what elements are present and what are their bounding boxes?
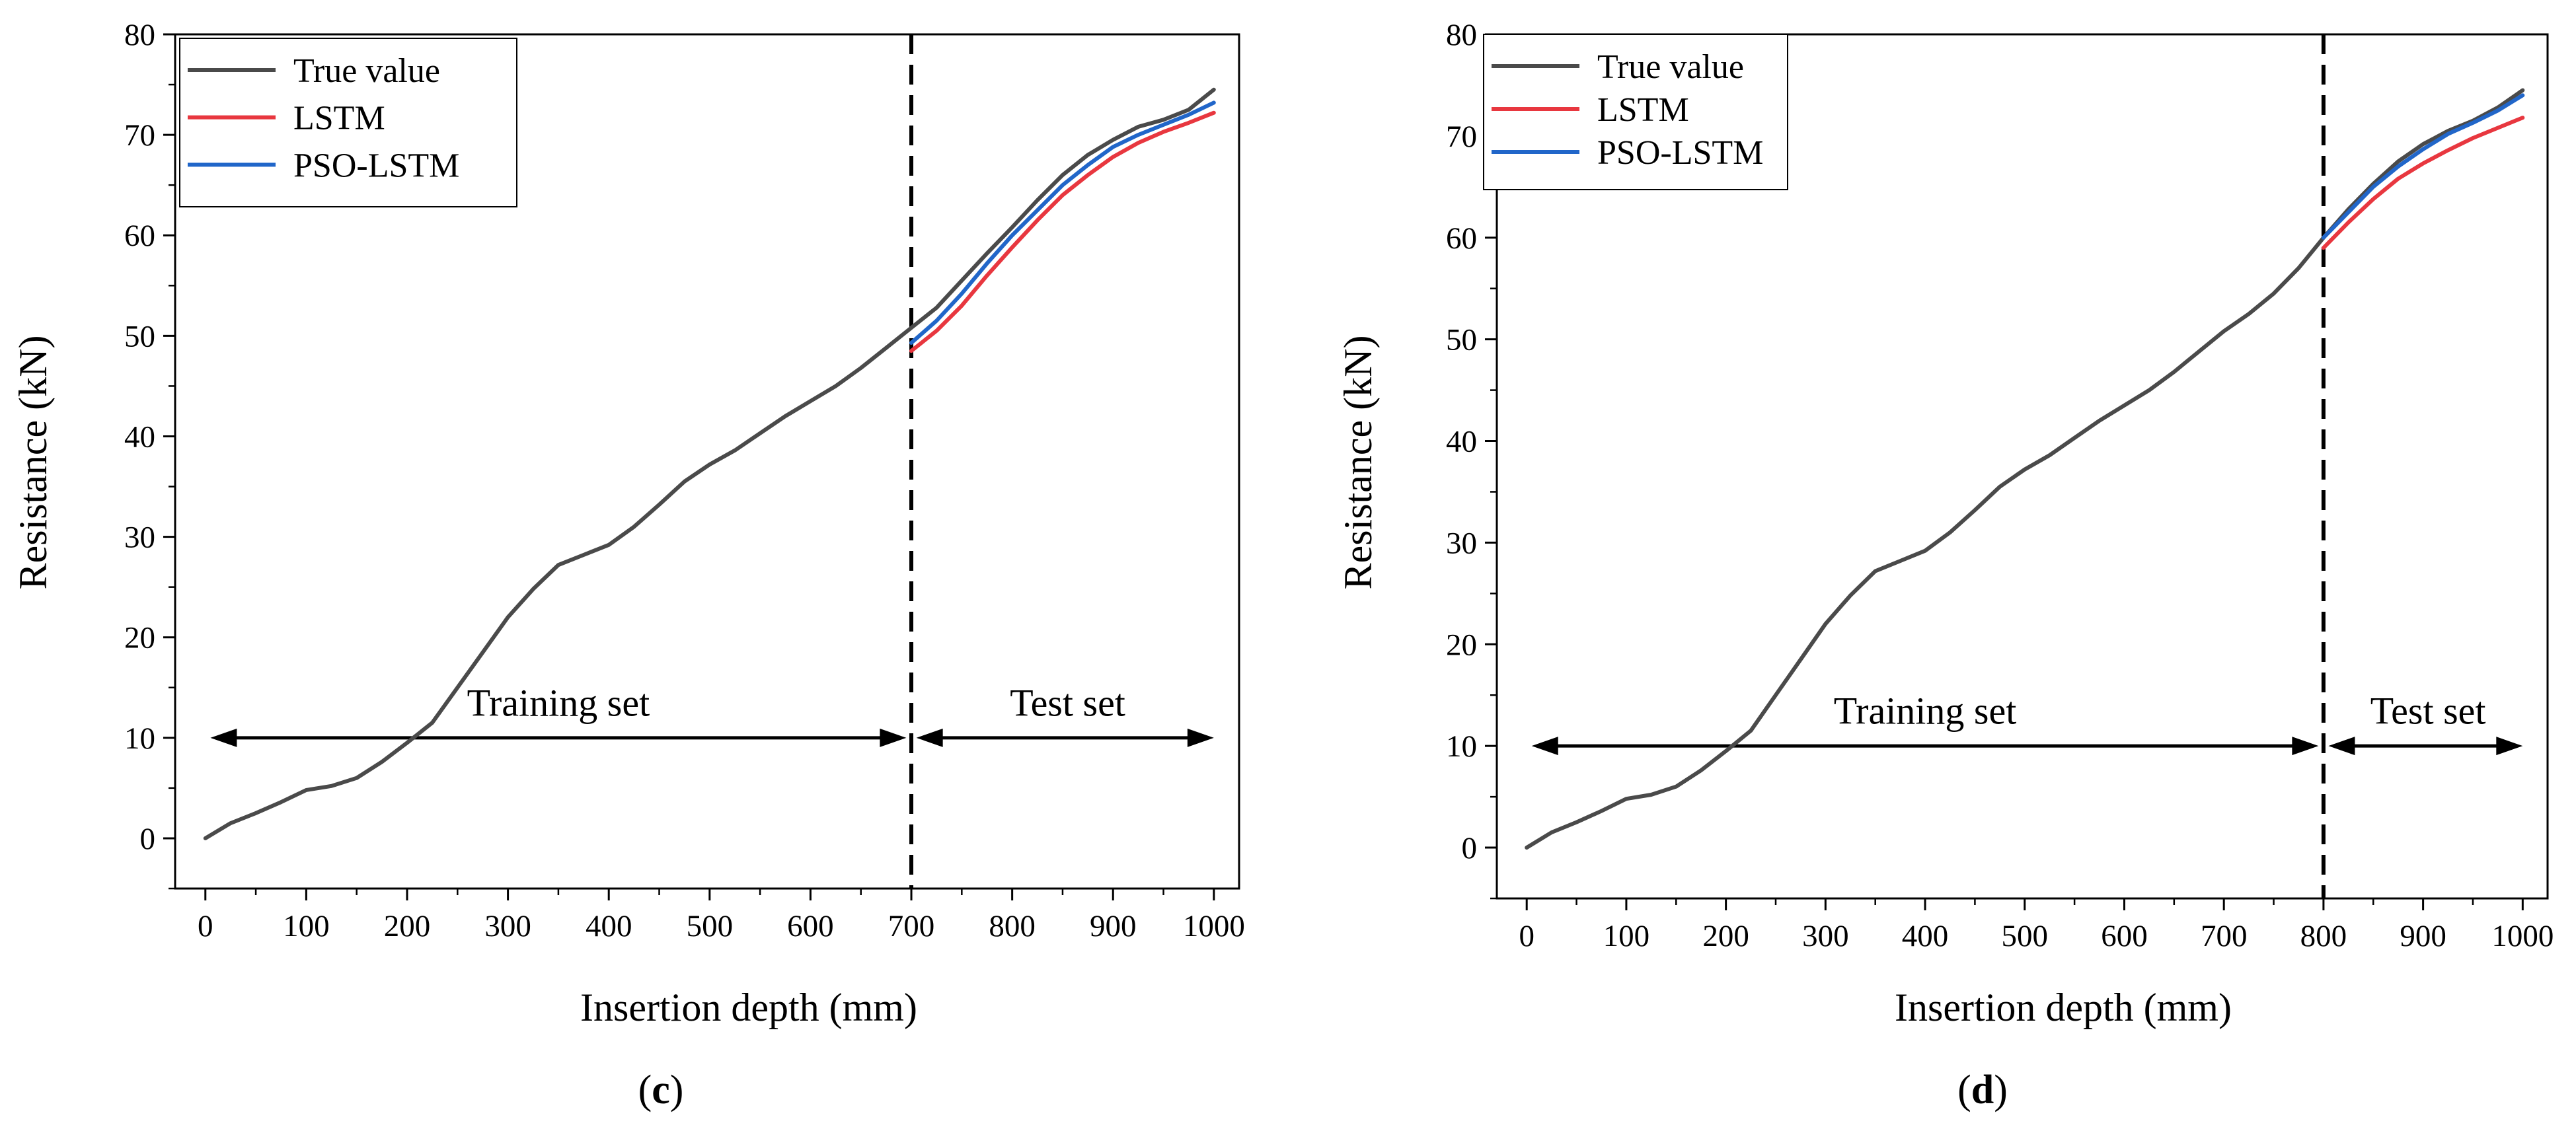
x-tick-label: 800 — [2300, 919, 2347, 953]
y-tick-label: 50 — [1446, 323, 1477, 357]
legend-box — [1483, 34, 1788, 190]
legend-label: LSTM — [1597, 91, 1689, 129]
arrowhead-left-icon — [916, 728, 943, 747]
arrowhead-right-icon — [1187, 728, 1214, 747]
x-tick-label: 500 — [687, 909, 734, 943]
chart-panel-c: 0 100 200 300 400 500 600 700 800 900 1000 0 10 20 30 4… — [11, 18, 1245, 1112]
y-tick-label: 0 — [1462, 831, 1478, 865]
x-tick-label: 0 — [198, 909, 213, 943]
legend-label: LSTM — [293, 100, 385, 137]
x-tick-label: 400 — [1902, 919, 1949, 953]
y-tick-label: 50 — [124, 319, 155, 353]
arrowhead-right-icon — [880, 728, 907, 747]
x-tick-label: 100 — [1603, 919, 1650, 953]
x-tick-label: 200 — [384, 909, 431, 943]
annotation-label: Test set — [2370, 689, 2486, 732]
annotation-label: Test set — [1010, 681, 1125, 724]
y-axis-title: Resistance (kN) — [1336, 336, 1380, 590]
y-tick-label: 70 — [124, 118, 155, 153]
x-tick-label: 800 — [989, 909, 1036, 943]
series-line-pso-lstm — [2321, 93, 2525, 240]
x-tick-label: 600 — [787, 909, 834, 943]
arrowhead-right-icon — [2496, 737, 2523, 756]
y-tick-label: 80 — [124, 18, 155, 52]
y-tick-label: 30 — [1446, 526, 1477, 560]
legend-label: PSO-LSTM — [1597, 134, 1763, 172]
panel-label-paren: ( — [1957, 1068, 1971, 1112]
plot-frame — [174, 33, 1240, 890]
x-tick-label: 300 — [1802, 919, 1849, 953]
annotation-label: Training set — [467, 681, 650, 724]
y-tick-label: 10 — [124, 721, 155, 756]
panel-label: (d) — [1957, 1068, 2008, 1112]
chart-panel-d: 0 100 200 300 400 500 600 700 800 900 1000 0 10 20 30 4… — [1336, 18, 2554, 1112]
x-tick-label: 900 — [2400, 919, 2446, 953]
legend-box — [179, 38, 517, 207]
x-tick-label: 300 — [484, 909, 531, 943]
arrowhead-left-icon — [2328, 737, 2355, 756]
x-tick-label: 500 — [2002, 919, 2049, 953]
x-tick-label: 100 — [283, 909, 330, 943]
panel-label-letter: d — [1971, 1068, 1994, 1112]
x-tick-label: 900 — [1090, 909, 1137, 943]
x-axis-title: Insertion depth (mm) — [1895, 986, 2232, 1029]
panel-label-paren: ) — [1994, 1068, 2008, 1112]
x-tick-label: 600 — [2101, 919, 2148, 953]
x-tick-label: 0 — [1519, 919, 1534, 953]
x-tick-label: 400 — [586, 909, 632, 943]
y-tick-label: 30 — [124, 521, 155, 555]
y-tick-label: 20 — [1446, 628, 1477, 662]
x-tick-label: 200 — [1702, 919, 1749, 953]
legend-label: True value — [293, 52, 440, 90]
arrowhead-left-icon — [1531, 737, 1558, 756]
y-tick-label: 60 — [124, 219, 155, 253]
series-line-lstm — [909, 110, 1216, 353]
arrowhead-right-icon — [2292, 737, 2319, 756]
y-tick-label: 0 — [140, 822, 156, 856]
panel-label-letter: c — [652, 1068, 670, 1112]
y-axis-title: Resistance (kN) — [11, 336, 55, 590]
y-tick-label: 40 — [1446, 425, 1477, 459]
y-tick-label: 20 — [124, 621, 155, 655]
y-tick-label: 40 — [124, 419, 155, 454]
series-line-pso-lstm — [909, 100, 1216, 345]
x-tick-label: 1000 — [2491, 919, 2554, 953]
y-tick-label: 60 — [1446, 221, 1477, 256]
y-tick-label: 80 — [1446, 18, 1477, 52]
y-tick-label: 70 — [1446, 120, 1477, 154]
x-tick-label: 700 — [888, 909, 935, 943]
legend-label: PSO-LSTM — [293, 147, 459, 184]
panel-label-paren: ) — [670, 1068, 684, 1112]
x-tick-label: 1000 — [1183, 909, 1245, 943]
series-line-lstm — [2321, 116, 2525, 250]
panel-label-paren: ( — [638, 1068, 652, 1112]
x-tick-label: 700 — [2201, 919, 2248, 953]
x-axis-title: Insertion depth (mm) — [580, 986, 917, 1029]
annotation-label: Training set — [1834, 689, 2017, 732]
legend-label: True value — [1597, 48, 1744, 86]
panel-label: (c) — [638, 1068, 684, 1112]
series-line-true-value — [1525, 88, 2525, 850]
arrowhead-left-icon — [210, 728, 237, 747]
y-tick-label: 10 — [1446, 729, 1477, 764]
plot-frame — [1496, 33, 2549, 900]
series-line-true-value — [203, 87, 1216, 840]
